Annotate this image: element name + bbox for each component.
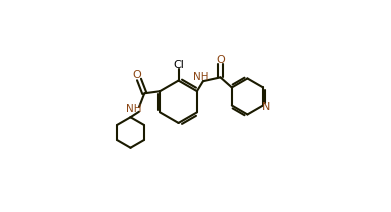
Text: Cl: Cl	[173, 60, 184, 70]
Text: O: O	[216, 55, 225, 65]
Text: NH: NH	[126, 104, 142, 114]
Text: N: N	[262, 102, 270, 112]
Text: NH: NH	[194, 72, 209, 82]
Text: O: O	[133, 70, 141, 80]
